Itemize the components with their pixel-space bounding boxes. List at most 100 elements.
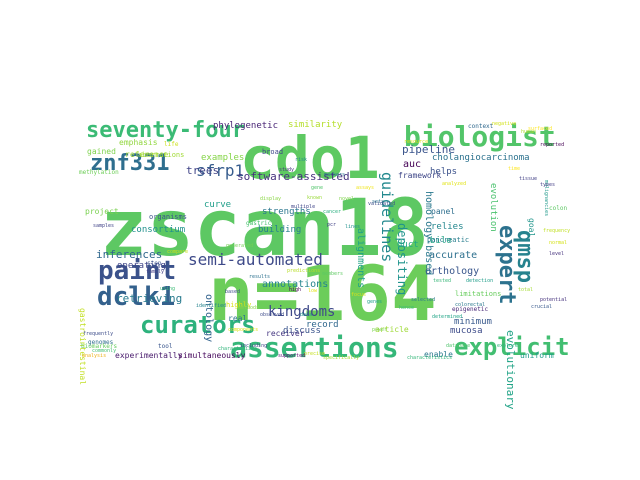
word-based: based bbox=[225, 289, 240, 295]
word-including: including bbox=[240, 343, 267, 349]
word-record: record bbox=[306, 320, 339, 330]
word-cdo1: cdo1 bbox=[240, 124, 380, 192]
word-predictions: predictions bbox=[287, 268, 320, 274]
word-pcr: pcr bbox=[327, 222, 336, 228]
word-sets: sets bbox=[372, 199, 384, 205]
word-software-assisted: software-assisted bbox=[237, 170, 350, 183]
word-helps: helps bbox=[430, 167, 457, 177]
word-paint: paint bbox=[98, 256, 176, 286]
word-types: types bbox=[540, 182, 555, 188]
word-time: time bbox=[508, 166, 520, 172]
word-hence: hence bbox=[399, 305, 414, 311]
word-surfaced: surfaced bbox=[528, 126, 552, 132]
word-tissue: tissue bbox=[519, 176, 537, 182]
word-analyzed: analyzed bbox=[442, 181, 466, 187]
word-validated: validated bbox=[368, 201, 395, 207]
word-human: human bbox=[521, 129, 536, 135]
word-uniform: uniform bbox=[520, 351, 554, 360]
word-known: known bbox=[307, 195, 322, 201]
word-organisms: organisms bbox=[149, 213, 187, 221]
word-expert: expert bbox=[494, 225, 519, 304]
word-goal: goal bbox=[527, 218, 536, 237]
word-dclk1: dclk1 bbox=[97, 282, 175, 312]
word-panel: panel bbox=[431, 207, 455, 216]
word-genes: genes bbox=[367, 299, 382, 305]
word-level: level bbox=[549, 251, 564, 257]
word-precise: precise bbox=[304, 351, 325, 357]
word-simultaneously: simultaneously bbox=[178, 351, 246, 360]
word-resource: resource bbox=[404, 139, 428, 145]
word-family: family bbox=[146, 269, 164, 275]
word-results: results bbox=[249, 274, 270, 280]
word-evolution: evolution bbox=[488, 183, 498, 232]
word-components: components bbox=[228, 327, 258, 333]
word-supported: supported bbox=[278, 353, 305, 359]
word-samples: samples bbox=[93, 223, 114, 229]
word-aberrations: aberrations bbox=[138, 151, 184, 159]
word-curators: curators bbox=[140, 311, 256, 339]
word-malignancies: malignancies bbox=[543, 180, 549, 216]
word-negative: negative bbox=[492, 121, 516, 127]
word-selected: selected bbox=[411, 297, 435, 303]
word-specifically: specifically bbox=[323, 355, 359, 361]
word-cancer: cancer bbox=[323, 209, 341, 215]
word-tool: tool bbox=[158, 343, 173, 350]
word-znf331: znf331 bbox=[90, 151, 169, 176]
word-broad: broad bbox=[262, 148, 283, 156]
word-seventy-four: seventy-four bbox=[86, 118, 245, 143]
word-generated: generated bbox=[226, 243, 253, 249]
word-members: members bbox=[322, 271, 343, 277]
word-ontology: ontology bbox=[203, 294, 214, 342]
word-accurate: accurate bbox=[429, 250, 477, 261]
word-observed: observed bbox=[260, 312, 284, 318]
word-study: study bbox=[279, 167, 294, 173]
word-framework: framework bbox=[398, 171, 442, 180]
word-biologist: biologist bbox=[404, 120, 556, 153]
word-homology-based: homology-based bbox=[423, 191, 434, 275]
word-assays: assays bbox=[356, 185, 374, 191]
word-focus: focus bbox=[351, 292, 366, 298]
word-analysis: analysis bbox=[82, 353, 106, 359]
word-step: step bbox=[147, 260, 162, 267]
word-explore: explore bbox=[497, 343, 518, 349]
word-kingdoms: kingdoms bbox=[268, 304, 335, 320]
word-novel: novel bbox=[339, 196, 354, 202]
word-colon: colon bbox=[549, 205, 567, 212]
word-minimum: minimum bbox=[454, 317, 492, 327]
word-frequently: frequently bbox=[83, 331, 113, 337]
word-identified: identified bbox=[196, 303, 226, 309]
word-discuss: discuss bbox=[283, 326, 321, 336]
word-commonly: commonly bbox=[92, 348, 116, 354]
word-similarity: similarity bbox=[288, 120, 343, 130]
word-life: life bbox=[164, 141, 179, 148]
word-detection: detection bbox=[466, 278, 493, 284]
word-reference: reference bbox=[125, 150, 169, 159]
word-depositing: depositing bbox=[395, 223, 409, 295]
word-pancreatic: pancreatic bbox=[427, 236, 469, 244]
word-inferences: inferences bbox=[96, 248, 162, 261]
word-determined: determined bbox=[432, 314, 462, 320]
word-building: building bbox=[258, 225, 301, 235]
word-sfrp1: sfrp1 bbox=[196, 161, 244, 180]
word-epigenetic: epigenetic bbox=[452, 306, 489, 313]
word-zscan18: zscan18 bbox=[100, 184, 429, 274]
word-enable: enable bbox=[424, 350, 453, 359]
word-compare: compare bbox=[167, 249, 188, 255]
word-gastric: gastric bbox=[246, 220, 272, 227]
word-n-164: n=164 bbox=[208, 249, 437, 338]
word-project: project bbox=[85, 207, 119, 216]
word-normal: normal bbox=[549, 240, 567, 246]
word-multiple: multiple bbox=[291, 204, 315, 210]
word-characteristics: characteristics bbox=[407, 355, 452, 361]
word-pipeline: pipeline bbox=[402, 143, 455, 156]
word-data: data bbox=[300, 312, 312, 318]
word-colorectal: colorectal bbox=[455, 302, 485, 308]
word-auc: auc bbox=[403, 159, 421, 170]
word-crucial: crucial bbox=[531, 304, 552, 310]
word-alignments: alignments bbox=[355, 228, 366, 288]
word-lines: lines bbox=[345, 224, 360, 230]
word-explicit: explicit bbox=[454, 333, 570, 361]
word-database: database bbox=[446, 343, 470, 349]
word-gained: gained bbox=[87, 147, 116, 156]
word-low: low bbox=[308, 288, 318, 294]
